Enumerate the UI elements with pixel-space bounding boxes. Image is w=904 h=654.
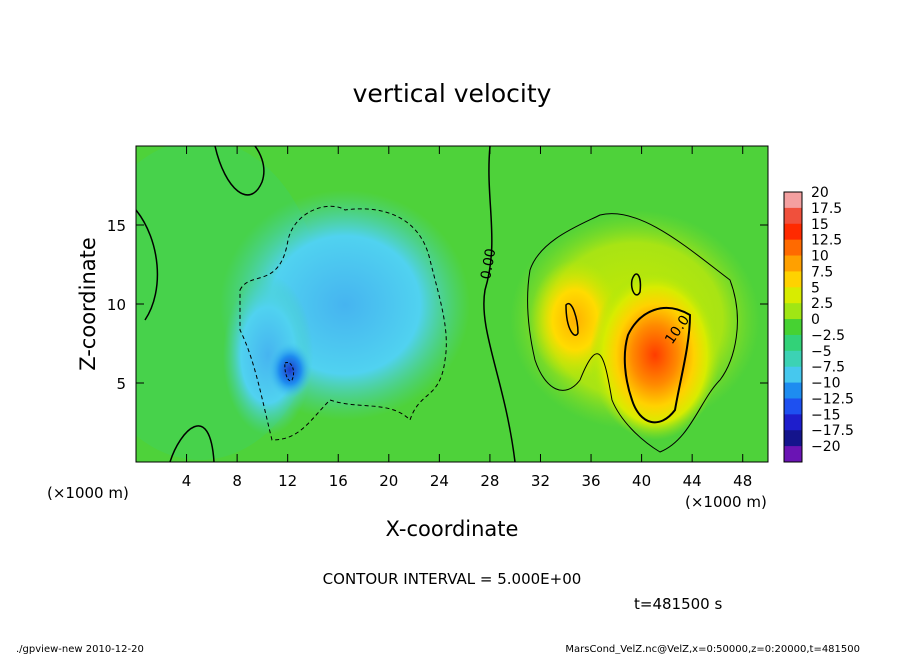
contour-label-zero: 0.00 [478, 247, 499, 280]
colorbar-swatch [784, 192, 802, 209]
contour-pos5 [527, 213, 738, 453]
colorbar-label: 0 [811, 312, 820, 328]
contour-interval-note: CONTOUR INTERVAL = 5.000E+00 [323, 570, 582, 588]
contour-zero-line [483, 146, 516, 462]
x-tick-label: 28 [480, 472, 499, 490]
colorbar-label: 7.5 [811, 264, 833, 280]
y-tick-label: 15 [107, 217, 126, 235]
colorbar-swatch [784, 350, 802, 368]
x-unit-left: (×1000 m) [47, 484, 129, 502]
contour-zero-left [136, 209, 159, 321]
contour-neg10 [284, 362, 295, 382]
colorbar-label: −2.5 [811, 328, 845, 344]
colorbar-label: −20 [811, 439, 841, 455]
colorbar-label: −7.5 [811, 360, 845, 376]
y-axis: 5 10 15 [107, 217, 768, 393]
chart-title: vertical velocity [353, 79, 552, 108]
x-tick-label: 24 [430, 472, 449, 490]
y-tick-label: 10 [107, 296, 126, 314]
x-tick-label: 40 [632, 472, 651, 490]
footer-left: ./gpview-new 2010-12-20 [16, 644, 144, 654]
colorbar-swatch [784, 239, 802, 257]
colorbar-swatch [784, 319, 802, 336]
x-tick-label: 16 [329, 472, 348, 490]
colorbar-swatch [784, 414, 802, 431]
y-axis-label: Z-coordinate [76, 237, 100, 371]
colorbar-label: −17.5 [811, 423, 854, 439]
x-axis-label: X-coordinate [386, 517, 519, 541]
colorbar-swatch [784, 223, 802, 241]
colorbar: 2017.51512.5107.552.50−2.5−5−7.5−10−12.5… [783, 185, 854, 463]
colorbar-label: 10 [811, 249, 829, 265]
contour-zero-top [214, 146, 265, 196]
colorbar-label: 12.5 [811, 233, 842, 249]
footer-right: MarsCond_VelZ.nc@VelZ,x=0:50000,z=0:2000… [565, 644, 860, 654]
colorbar-swatch [784, 398, 802, 415]
x-tick-label: 36 [581, 472, 600, 490]
colorbar-swatch [784, 366, 802, 384]
colorbar-swatch [784, 446, 802, 463]
x-tick-label: 12 [278, 472, 297, 490]
plot-area: 0.00 10.0 [136, 146, 768, 462]
contour-pos10-small [630, 273, 642, 296]
x-tick-label: 48 [733, 472, 752, 490]
colorbar-label: −15 [811, 407, 841, 423]
x-tick-label: 4 [182, 472, 192, 490]
x-tick-label: 20 [379, 472, 398, 490]
x-unit-right: (×1000 m) [685, 493, 767, 511]
colorbar-frame [783, 191, 803, 463]
x-axis: 4 8 12 16 20 24 28 32 36 40 44 48 [182, 146, 752, 490]
contour-zero-bottom [169, 425, 215, 462]
updraft-main [590, 270, 720, 440]
x-tick-label: 8 [232, 472, 242, 490]
colorbar-swatch [784, 271, 802, 288]
colorbar-label: 17.5 [811, 201, 842, 217]
x-tick-label: 32 [531, 472, 550, 490]
time-stamp: t=481500 s [634, 595, 722, 613]
colorbar-swatch [784, 430, 802, 447]
colorbar-swatch [784, 287, 802, 304]
colorbar-label: 2.5 [811, 296, 833, 312]
colorbar-label: 5 [811, 280, 820, 296]
colorbar-swatch [784, 207, 802, 225]
colorbar-label: −12.5 [811, 391, 854, 407]
colorbar-swatch [784, 303, 802, 320]
colorbar-label: 15 [811, 217, 829, 233]
colorbar-swatch [784, 334, 802, 352]
colorbar-label: −10 [811, 376, 841, 392]
downdraft-core [268, 342, 312, 398]
colorbar-label: −5 [811, 344, 832, 360]
contour-pos10 [623, 306, 692, 424]
colorbar-swatch [784, 382, 802, 399]
contour-neg5 [239, 205, 447, 441]
colorbar-label: 20 [811, 185, 829, 201]
contour-pos10-left [565, 302, 579, 336]
colorbar-swatch [784, 255, 802, 272]
x-tick-label: 44 [683, 472, 702, 490]
y-tick-label: 5 [116, 375, 126, 393]
